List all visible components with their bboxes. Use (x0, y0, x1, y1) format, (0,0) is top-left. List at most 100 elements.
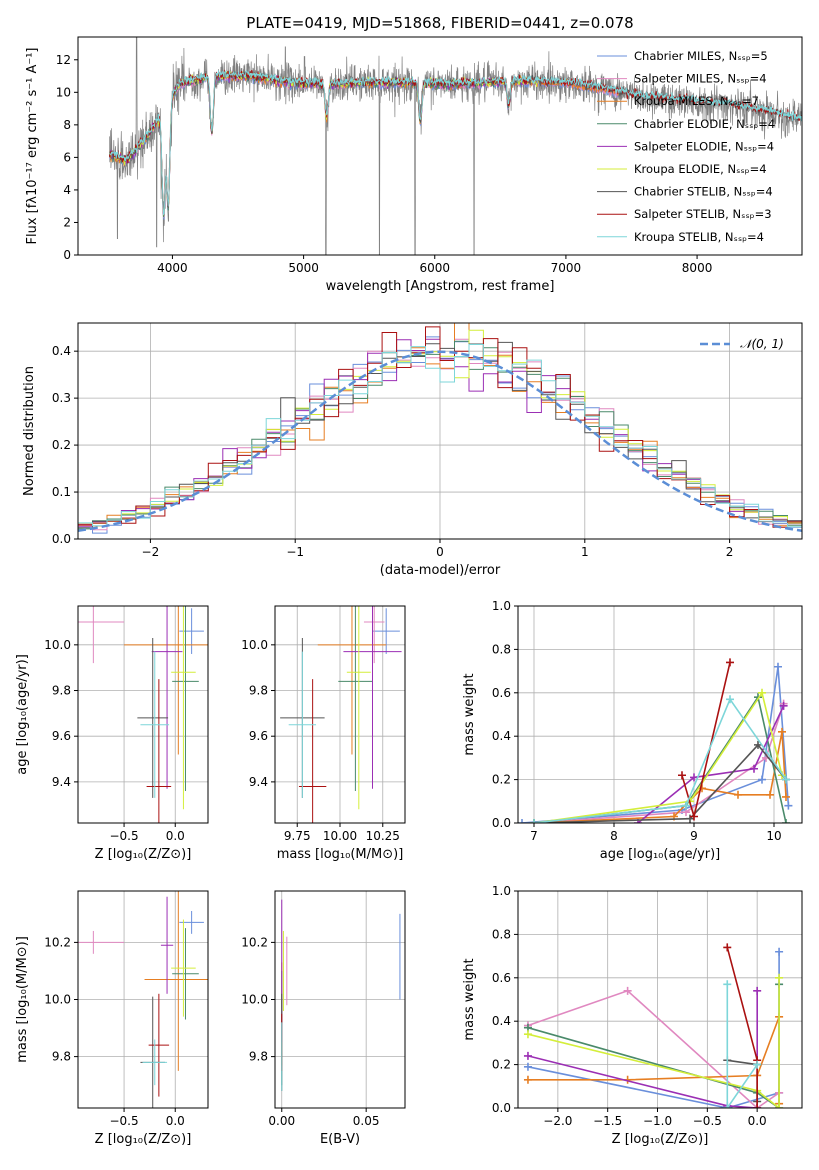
mass-vs-ebv-axes (275, 891, 405, 1108)
age-vs-mass-point-kroupa-miles (317, 606, 387, 755)
age-vs-mass-point-kroupa-elodie (346, 606, 371, 810)
massweight-vs-age-xtick-label-2: 9 (690, 829, 698, 843)
age-vs-Z-ylabel: age [log₁₀(age/yr)] (15, 654, 30, 775)
mass-vs-Z-ytick-label-2: 10.2 (44, 935, 71, 949)
residual-hist-kroupa-stelib (78, 344, 802, 528)
spectrum-legend-label-8: Kroupa STELIB, Nₛₛₚ=4 (634, 230, 764, 244)
residuals-xtick-label-0: −2 (142, 545, 160, 559)
age-vs-mass-point-salpeter-elodie (343, 606, 402, 789)
mass-vs-Z-ytick-label-0: 9.8 (52, 1050, 71, 1064)
spectrum-xtick-label-0: 4000 (157, 261, 188, 275)
spectrum-ylabel: Flux [fλ10⁻¹⁷ erg cm⁻² s⁻¹ A⁻¹] (25, 48, 40, 245)
residuals-xtick-label-4: 2 (726, 545, 734, 559)
spectrum-legend-label-3: Chabrier ELODIE, Nₛₛₚ=4 (634, 117, 775, 131)
mass-vs-Z-point-salpeter-miles (78, 930, 125, 954)
spectrum-ytick-label-6: 12 (56, 53, 71, 67)
mass-vs-ebv-xtick-label-0: 0.00 (268, 1114, 295, 1128)
spectrum-legend-label-5: Kroupa ELODIE, Nₛₛₚ=4 (634, 162, 767, 176)
massweight-vs-age-frame (517, 605, 803, 824)
mass-vs-Z-point-kroupa-elodie (171, 919, 196, 1017)
mass-vs-Z-xlabel: Z [log₁₀(Z/Z⊙)] (95, 1132, 192, 1147)
age-vs-mass-point-salpeter-stelib (298, 679, 327, 823)
residuals-ytick-label-4: 0.4 (52, 344, 71, 358)
spectrum-ytick-label-0: 0 (63, 248, 71, 262)
age-vs-mass-point-kroupa-stelib (288, 651, 317, 798)
mass-vs-Z-ylabel: mass [log₁₀(M/M⊙)] (15, 936, 30, 1063)
spectrum-xlabel: wavelength [Angstrom, rest frame] (326, 279, 555, 294)
age-vs-Z-ytick-label-2: 9.8 (52, 684, 71, 698)
mass-vs-Z-point-kroupa-stelib (142, 1039, 168, 1086)
massweight-vs-Z-ytick-label-2: 0.4 (492, 1014, 511, 1028)
massweight-vs-age-series-chabrier-miles (518, 662, 793, 823)
mass-vs-Z-axes (78, 891, 208, 1108)
age-vs-mass-xtick-label-1: 10.00 (323, 829, 357, 843)
residuals-ylabel: Normed distribution (22, 366, 37, 496)
mass-vs-ebv-xtick-label-1: 0.05 (353, 1114, 380, 1128)
spectrum-ytick-label-2: 4 (63, 183, 71, 197)
massweight-vs-Z-series-kroupa-elodie (523, 973, 784, 1108)
residuals-xtick-label-1: −1 (286, 545, 304, 559)
age-vs-Z-xtick-label-0: −0.5 (109, 829, 138, 843)
residual-hist-kroupa-miles (78, 323, 802, 527)
mass-vs-Z-point-salpeter-elodie (160, 896, 174, 994)
age-vs-Z-ytick-label-3: 10.0 (44, 638, 71, 652)
age-vs-Z-axes (78, 606, 208, 823)
residuals-xtick-label-2: 0 (436, 545, 444, 559)
age-vs-mass-ytick-label-2: 9.8 (249, 684, 268, 698)
spectrum-legend-label-6: Chabrier STELIB, Nₛₛₚ=4 (634, 185, 773, 199)
residuals-ytick-label-0: 0.0 (52, 532, 71, 546)
massweight-vs-Z-xtick-label-0: −2.0 (543, 1114, 572, 1128)
age-vs-mass-axes (275, 606, 405, 823)
age-vs-mass-xlabel: mass [log₁₀(M/M⊙)] (277, 847, 404, 862)
spectrum-legend-label-4: Salpeter ELODIE, Nₛₛₚ=4 (634, 139, 774, 153)
age-vs-mass-point-chabrier-miles (372, 608, 400, 654)
massweight-vs-age-ytick-label-3: 0.6 (492, 686, 511, 700)
mass-vs-Z-point-salpeter-stelib (148, 993, 170, 1097)
spectrum-legend-label-7: Salpeter STELIB, Nₛₛₚ=3 (634, 207, 772, 221)
massweight-vs-age-series-salpeter-miles (530, 699, 788, 823)
massweight-vs-age-series-kroupa-elodie (530, 688, 786, 823)
age-vs-mass-xtick-label-0: 9.75 (284, 829, 311, 843)
massweight-vs-age-ytick-label-1: 0.2 (492, 773, 511, 787)
residuals-ytick-label-3: 0.3 (52, 391, 71, 405)
spectrum-legend-label-1: Salpeter MILES, Nₛₛₚ=4 (634, 72, 767, 86)
spectrum-ytick-label-3: 6 (63, 150, 71, 164)
mass-vs-ebv-ytick-label-2: 10.2 (241, 935, 268, 949)
massweight-vs-Z-xlabel: Z [log₁₀(Z/Z⊙)] (612, 1132, 709, 1147)
residuals-ytick-label-2: 0.2 (52, 438, 71, 452)
mass-vs-ebv-ytick-label-1: 10.0 (241, 993, 268, 1007)
age-vs-Z-point-salpeter-miles (78, 606, 125, 664)
mass-vs-Z-point-chabrier-elodie (172, 928, 199, 1020)
residuals-xlabel: (data-model)/error (380, 563, 501, 578)
age-vs-mass-xtick-label-2: 10.25 (366, 829, 400, 843)
massweight-vs-age-ylabel: mass weight (462, 673, 477, 755)
massweight-vs-Z-ytick-label-4: 0.8 (492, 927, 511, 941)
massweight-vs-age-xtick-label-0: 7 (530, 829, 538, 843)
spectrum-ytick-label-5: 10 (56, 85, 71, 99)
massweight-vs-Z-series-kroupa-stelib (723, 980, 762, 1108)
massweight-vs-Z-xtick-label-1: −1.5 (593, 1114, 622, 1128)
age-vs-Z-ytick-label-1: 9.6 (52, 729, 71, 743)
spectrum-ytick-label-4: 8 (63, 118, 71, 132)
massweight-vs-Z-series-salpeter-elodie (523, 986, 762, 1108)
massweight-vs-age-ytick-label-4: 0.8 (492, 642, 511, 656)
massweight-vs-age-ytick-label-2: 0.4 (492, 729, 511, 743)
massweight-vs-Z-ytick-label-0: 0.0 (492, 1101, 511, 1115)
massweight-vs-age-axes (518, 605, 802, 824)
massweight-vs-age-series-salpeter-stelib (678, 658, 734, 821)
age-vs-mass-point-salpeter-miles (363, 606, 385, 664)
spectrum-legend-label-0: Chabrier MILES, Nₛₛₚ=5 (634, 49, 768, 63)
age-vs-Z-point-kroupa-elodie (171, 606, 196, 810)
residuals-xtick-label-3: 1 (581, 545, 589, 559)
age-vs-Z-point-chabrier-stelib (137, 637, 169, 798)
age-vs-Z-xtick-label-1: 0.0 (166, 829, 185, 843)
massweight-vs-age-series-chabrier-elodie (530, 693, 790, 823)
massweight-vs-Z-ytick-label-1: 0.2 (492, 1058, 511, 1072)
age-vs-Z-point-chabrier-elodie (172, 606, 199, 792)
massweight-vs-Z-ytick-label-3: 0.6 (492, 971, 511, 985)
spectrum-xtick-label-1: 5000 (288, 261, 319, 275)
massweight-vs-age-series-kroupa-stelib (530, 695, 790, 823)
mass-vs-ebv-ytick-label-0: 9.8 (249, 1050, 268, 1064)
residual-legend-label: 𝒩(0, 1) (740, 337, 784, 351)
